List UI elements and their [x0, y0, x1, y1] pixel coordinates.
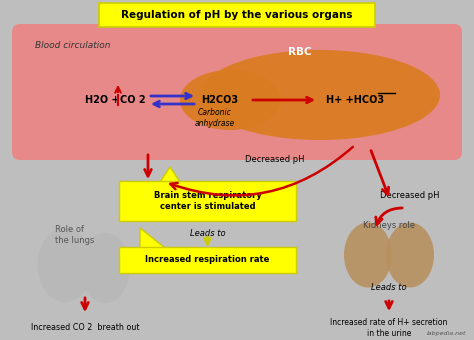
Text: Brain stem respiratory
center is stimulated: Brain stem respiratory center is stimula… — [154, 191, 261, 211]
Text: Carbonic
anhydrase: Carbonic anhydrase — [195, 108, 235, 128]
Text: Regulation of pH by the various organs: Regulation of pH by the various organs — [121, 10, 353, 20]
Text: Increased rate of H+ secretion
in the urine: Increased rate of H+ secretion in the ur… — [330, 318, 447, 338]
Text: Role of
the lungs: Role of the lungs — [55, 225, 94, 245]
Polygon shape — [140, 228, 165, 248]
Text: Leads to: Leads to — [190, 230, 225, 238]
Text: H2CO3: H2CO3 — [201, 95, 238, 105]
FancyBboxPatch shape — [12, 24, 462, 160]
Ellipse shape — [344, 222, 392, 288]
Text: H2O +: H2O + — [85, 95, 119, 105]
Ellipse shape — [200, 50, 440, 140]
Text: H+ +HCO3: H+ +HCO3 — [326, 95, 384, 105]
Text: Decreased pH: Decreased pH — [245, 155, 305, 165]
Polygon shape — [160, 167, 180, 182]
FancyBboxPatch shape — [119, 247, 296, 273]
Ellipse shape — [386, 222, 434, 288]
Text: labpedia.net: labpedia.net — [427, 331, 466, 336]
Text: Increased CO 2  breath out: Increased CO 2 breath out — [31, 323, 139, 333]
Text: RBC: RBC — [288, 47, 312, 57]
Ellipse shape — [37, 227, 92, 303]
Text: Decreased pH: Decreased pH — [380, 190, 440, 200]
Text: Blood circulation: Blood circulation — [35, 41, 110, 51]
FancyBboxPatch shape — [99, 3, 375, 27]
Ellipse shape — [80, 233, 130, 303]
Ellipse shape — [180, 70, 280, 130]
Text: Increased respiration rate: Increased respiration rate — [146, 255, 270, 265]
Text: CO 2: CO 2 — [120, 95, 146, 105]
FancyBboxPatch shape — [119, 181, 296, 221]
Text: Leads to: Leads to — [371, 284, 407, 292]
Text: Kidneys role: Kidneys role — [363, 221, 415, 230]
